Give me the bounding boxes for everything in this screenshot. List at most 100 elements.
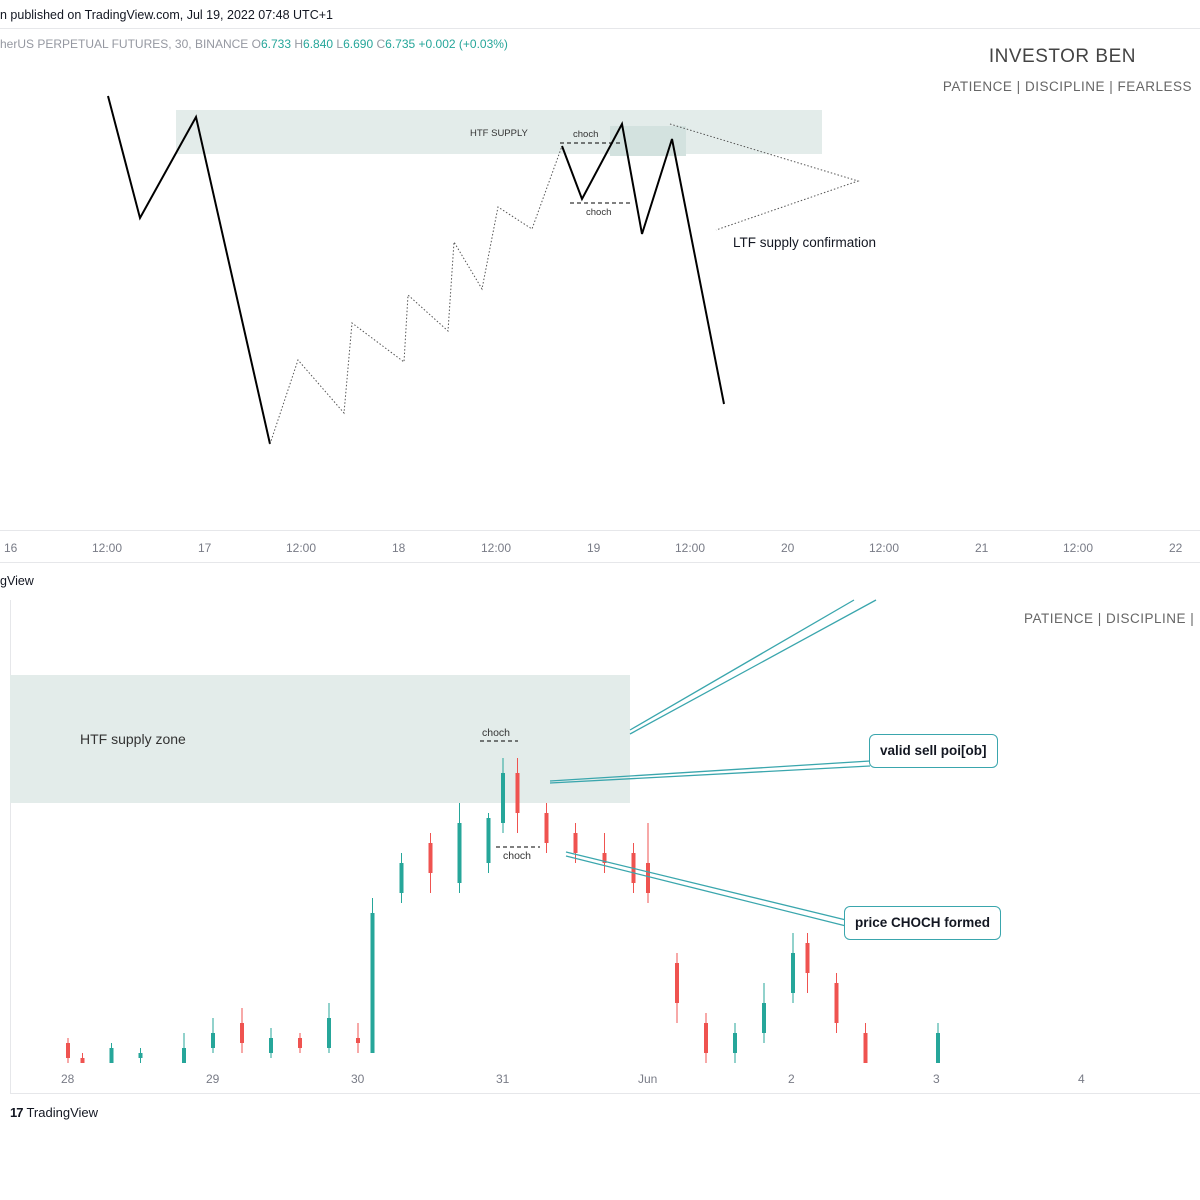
- bottom-tick: Jun: [638, 1072, 658, 1086]
- top-tick: 12:00: [869, 541, 900, 555]
- htf-supply-zone-bottom: [10, 675, 630, 803]
- candle-body: [675, 963, 679, 1003]
- price-path-drop: [107, 95, 271, 445]
- publish-info: n published on TradingView.com, Jul 19, …: [0, 8, 333, 22]
- htf-supply-label: HTF SUPPLY: [470, 128, 529, 139]
- choch-pointer: [565, 851, 847, 921]
- candle-body: [80, 1058, 85, 1063]
- bottom-watermark-partial: gView: [0, 574, 34, 588]
- candle-body: [457, 823, 462, 883]
- top-axis-line: [0, 530, 1200, 531]
- top-tick: 18: [392, 541, 406, 555]
- candle-body: [646, 863, 650, 893]
- candle-body: [733, 1033, 737, 1053]
- candle-body: [501, 773, 505, 823]
- tradingview-logo-text: TradingView: [26, 1105, 99, 1120]
- candlestick-series: [66, 758, 940, 1063]
- header-divider: [0, 28, 1200, 29]
- tradingview-logo[interactable]: 17 TradingView: [10, 1105, 98, 1120]
- ohlc-open-label: O: [251, 37, 261, 51]
- candle-body: [66, 1043, 70, 1058]
- bottom-chart[interactable]: HTF supply zone choch choch: [0, 560, 1200, 1100]
- brand-title: INVESTOR BEN: [988, 46, 1136, 67]
- ltf-confirmation-label: LTF supply confirmation: [733, 235, 876, 250]
- choch-lower-label-bottom: choch: [503, 850, 531, 862]
- top-tick: 16: [4, 541, 18, 555]
- bottom-tick: 4: [1078, 1072, 1085, 1086]
- ohlc-close-label: C: [376, 37, 386, 51]
- candle-body: [211, 1033, 215, 1048]
- candle-body: [298, 1038, 302, 1048]
- sell-poi-pointer: [549, 765, 871, 784]
- top-tick: 12:00: [92, 541, 123, 555]
- zone-pointer-line: [629, 599, 855, 731]
- choch-upper-label: choch: [573, 129, 598, 140]
- candle-body: [544, 813, 549, 843]
- ohlc-change: +0.002 (+0.03%): [418, 37, 508, 51]
- htf-supply-zone: [176, 110, 822, 154]
- bottom-tick: 3: [933, 1072, 940, 1086]
- ohlc-low-label: L: [336, 37, 344, 51]
- candle-body: [704, 1023, 708, 1053]
- top-tick: 22: [1169, 541, 1183, 555]
- candle-body: [834, 983, 839, 1023]
- bottom-tick: 29: [206, 1072, 220, 1086]
- candle-body: [805, 943, 810, 973]
- candle-body: [269, 1038, 273, 1053]
- candle-body: [515, 773, 520, 813]
- candle-body: [428, 843, 433, 873]
- bottom-left-border: [10, 600, 11, 1094]
- top-tick: 12:00: [481, 541, 512, 555]
- ohlc-low: 6.690: [343, 37, 374, 51]
- candle-body: [573, 833, 578, 853]
- top-tick: 12:00: [675, 541, 706, 555]
- candle-body: [486, 818, 491, 863]
- brand-motto-bottom: PATIENCE | DISCIPLINE |: [1024, 611, 1195, 626]
- bottom-tick: 28: [61, 1072, 75, 1086]
- bottom-tick: 31: [496, 1072, 510, 1086]
- chart-divider: [0, 562, 1200, 563]
- top-tick: 20: [781, 541, 795, 555]
- choch-pointer: [565, 855, 847, 927]
- candle-body: [327, 1018, 331, 1048]
- choch-lower-label: choch: [586, 207, 611, 218]
- candle-body: [138, 1053, 143, 1058]
- htf-supply-zone-label: HTF supply zone: [80, 731, 186, 747]
- candle-body: [399, 863, 404, 893]
- candle-body: [936, 1033, 940, 1063]
- bottom-tick: 2: [788, 1072, 795, 1086]
- candle-body: [109, 1048, 114, 1063]
- candle-body: [762, 1003, 766, 1033]
- top-tick: 19: [587, 541, 601, 555]
- top-tick: 12:00: [286, 541, 317, 555]
- symbol-name: herUS PERPETUAL FUTURES, 30, BINANCE: [0, 37, 249, 51]
- sell-poi-pointer: [549, 760, 871, 782]
- symbol-ohlc-line: herUS PERPETUAL FUTURES, 30, BINANCE O6.…: [0, 37, 508, 51]
- candle-body: [602, 853, 607, 863]
- candle-body: [863, 1033, 868, 1063]
- ohlc-high-label: H: [294, 37, 304, 51]
- price-path-choch: [561, 120, 725, 405]
- bottom-tick: 30: [351, 1072, 365, 1086]
- zone-pointer-line: [629, 599, 877, 735]
- ohlc-high: 6.840: [303, 37, 334, 51]
- callout-valid-sell-poi[interactable]: valid sell poi[ob]: [869, 734, 998, 768]
- candle-body: [240, 1023, 244, 1043]
- brand-motto: PATIENCE | DISCIPLINE | FEARLESS: [942, 79, 1192, 94]
- top-tick: 17: [198, 541, 212, 555]
- tradingview-mark-icon: 17: [10, 1105, 24, 1120]
- callout-price-choch[interactable]: price CHOCH formed: [844, 906, 1002, 940]
- ohlc-close: 6.735: [385, 37, 416, 51]
- projection-triangle: [669, 123, 860, 231]
- top-tick: 21: [975, 541, 989, 555]
- choch-upper-label-bottom: choch: [482, 727, 510, 739]
- bottom-axis-line: [10, 1093, 1200, 1094]
- ohlc-open: 6.733: [260, 37, 292, 51]
- candle-body: [356, 1038, 360, 1043]
- price-path-rally: [269, 145, 563, 445]
- candle-body: [370, 913, 375, 1053]
- top-tick: 12:00: [1063, 541, 1094, 555]
- top-chart[interactable]: HTF SUPPLY choch choch LTF supply confir…: [0, 0, 1200, 560]
- candle-body: [791, 953, 795, 993]
- candle-body: [182, 1048, 186, 1063]
